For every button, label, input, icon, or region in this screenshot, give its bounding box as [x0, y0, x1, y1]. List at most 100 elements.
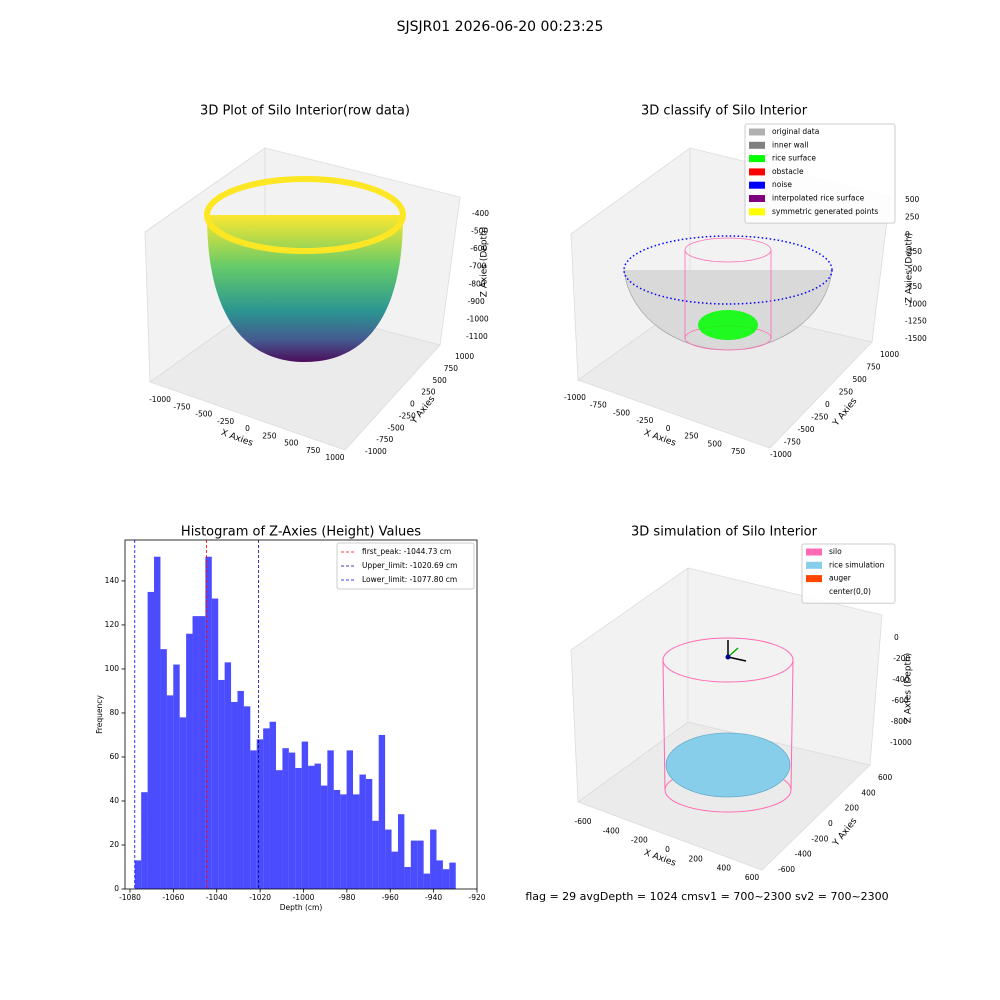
legend-label: Upper_limit: -1020.69 cm: [362, 561, 457, 570]
x-tick-label: 200: [689, 854, 704, 863]
chart-title: 3D Plot of Silo Interior(row data): [200, 104, 410, 119]
x-tick-label: 0: [665, 845, 670, 854]
z-tick-label: -1250: [905, 317, 927, 326]
x-tick-label: 500: [708, 439, 723, 448]
x-tick-label: 750: [306, 446, 321, 455]
x-tick-label: -600: [574, 817, 591, 826]
z-tick-label: -900: [468, 297, 485, 306]
legend-swatch: [749, 181, 765, 189]
z-axis-label: Z Axies (Depth): [904, 653, 914, 724]
y-tick-label: 1000: [880, 350, 899, 359]
z-tick-label: 250: [905, 212, 920, 221]
legend-swatch: [749, 195, 765, 202]
bar: [295, 767, 302, 889]
legend-swatch: [806, 575, 822, 583]
y-tick-label: 600: [878, 773, 893, 782]
y-tick-label: -1000: [770, 450, 792, 459]
x-tick-label: 0: [666, 424, 671, 433]
y-tick-label: -500: [388, 423, 405, 432]
x-tick-label: 500: [284, 439, 299, 448]
bar: [269, 721, 276, 889]
legend-label: silo: [829, 547, 842, 556]
bar: [173, 664, 180, 889]
y-tick-label: 500: [853, 375, 868, 384]
x-tick-label: -1000: [149, 395, 171, 404]
y-tick-label: 20: [109, 840, 119, 849]
z-tick-label: 0: [894, 633, 899, 642]
bar: [391, 851, 398, 889]
x-tick-label: -1040: [206, 893, 228, 902]
z-tick-label: -600: [892, 696, 909, 705]
x-tick-label: 250: [262, 431, 277, 440]
y-tick-label: 750: [444, 364, 459, 373]
legend-label: first_peak: -1044.73 cm: [362, 547, 451, 556]
z-tick-label: -1100: [466, 332, 488, 341]
legend-box: [336, 542, 475, 590]
bar: [410, 840, 418, 889]
legend-swatch: [749, 128, 765, 136]
x-tick-label: 250: [684, 432, 699, 441]
bar: [282, 748, 289, 889]
x-tick-label: 0: [245, 424, 250, 433]
bar: [263, 728, 270, 889]
bar: [449, 862, 456, 889]
z-tick-label: -500: [471, 227, 488, 236]
bar: [160, 649, 167, 889]
y-tick-label: -750: [784, 438, 801, 447]
bar: [353, 794, 360, 889]
bar: [141, 792, 148, 889]
bar: [179, 717, 187, 889]
y-tick-label: -250: [399, 411, 416, 420]
y-tick-label: 750: [866, 363, 881, 372]
bar: [340, 794, 347, 889]
legend-swatch: [749, 141, 765, 149]
footer: flag = 29 avgDepth = 1024 cmsv1 = 700~23…: [525, 890, 888, 903]
x-tick-label: -750: [173, 402, 190, 411]
z-tick-label: 0: [905, 230, 910, 239]
z-tick-label: -250: [905, 247, 922, 256]
z-tick-label: -1000: [905, 299, 927, 308]
z-tick-label: -1500: [905, 334, 927, 343]
z-tick-label: -750: [905, 282, 922, 291]
legend-label: original data: [772, 127, 819, 136]
legend-swatch: [806, 561, 822, 569]
z-tick-label: -400: [472, 209, 489, 218]
legend-swatch: [749, 168, 765, 176]
x-axis-label: Depth (cm): [280, 903, 323, 912]
bar: [205, 556, 212, 889]
legend-label: auger: [829, 574, 852, 583]
bar: [256, 739, 264, 889]
bar: [436, 860, 443, 889]
bar: [250, 750, 257, 889]
legend-label: center(0,0): [829, 587, 871, 596]
bar: [154, 556, 161, 889]
z-tick-label: -700: [469, 262, 486, 271]
z-axis-label: Z Axies (Depth): [905, 233, 915, 304]
bar: [288, 752, 296, 889]
bar: [378, 734, 386, 889]
x-tick-label: -1080: [119, 893, 141, 902]
z-tick-label: -1000: [890, 738, 912, 747]
bar: [333, 789, 341, 889]
y-tick-label: 250: [421, 388, 436, 397]
bar: [397, 814, 405, 889]
legend-swatch: [749, 155, 765, 163]
bar: [301, 741, 309, 889]
bar: [417, 840, 424, 889]
x-tick-label: -960: [382, 893, 399, 902]
bar: [186, 633, 193, 889]
legend-swatch: [749, 208, 765, 216]
y-tick-label: 250: [839, 388, 854, 397]
bar: [372, 820, 379, 889]
bar: [320, 785, 328, 889]
y-axis-label: Y Axies: [831, 816, 860, 849]
bar: [346, 750, 354, 889]
bar: [224, 662, 232, 889]
x-tick-label: -980: [338, 893, 355, 902]
pane-3d-1: [144, 147, 461, 451]
y-tick-label: 500: [433, 376, 448, 385]
legend-label: interpolated rice surface: [772, 194, 865, 203]
bar: [308, 765, 315, 889]
y-tick-label: -750: [376, 435, 393, 444]
